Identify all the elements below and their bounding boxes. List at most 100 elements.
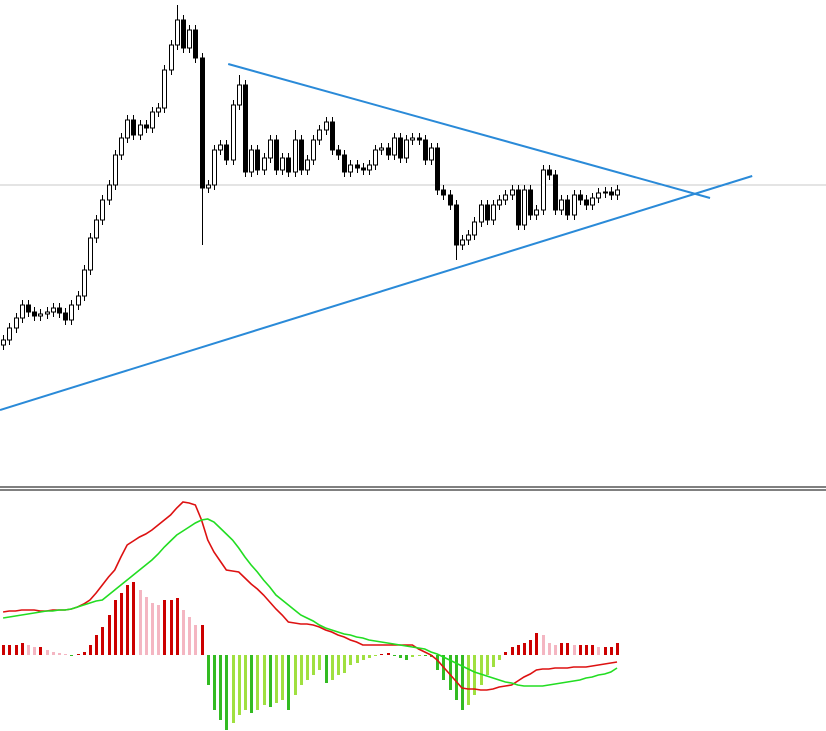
- histogram-bar: [356, 655, 359, 663]
- candle-body: [88, 237, 93, 271]
- candle-body: [379, 147, 384, 151]
- histogram-bar: [275, 655, 278, 703]
- histogram-bar: [331, 655, 334, 680]
- candle-body: [609, 191, 614, 196]
- candle-body: [100, 199, 105, 221]
- candle-body: [534, 209, 539, 216]
- candle-body: [348, 164, 353, 173]
- candle-body: [330, 121, 335, 151]
- candle-body: [224, 144, 229, 161]
- candle-body: [603, 191, 608, 194]
- candle-body: [144, 124, 149, 129]
- candle-body: [156, 107, 161, 113]
- histogram-bar: [573, 645, 576, 655]
- candle-body: [596, 192, 601, 199]
- candle-body: [150, 111, 155, 129]
- histogram-bar: [33, 647, 36, 655]
- candle-body: [26, 304, 31, 313]
- histogram-bar: [256, 655, 259, 710]
- histogram-bar: [287, 655, 290, 710]
- histogram-bar: [52, 652, 55, 655]
- candle-body: [119, 137, 124, 156]
- histogram-bar: [411, 655, 414, 657]
- histogram-bar: [405, 655, 408, 660]
- histogram-bar: [250, 655, 253, 713]
- candle-body: [69, 304, 74, 321]
- candle-body: [398, 137, 403, 159]
- candle-body: [107, 184, 112, 201]
- candle-body: [200, 57, 205, 189]
- histogram-bar: [393, 655, 396, 656]
- histogram-bar: [207, 655, 210, 685]
- histogram-bar: [232, 655, 235, 723]
- histogram-bar: [132, 582, 135, 655]
- candle-body: [324, 121, 329, 131]
- candle-body: [317, 129, 322, 141]
- histogram-bar: [244, 655, 247, 710]
- candle-body: [472, 221, 477, 236]
- histogram-bar: [89, 645, 92, 655]
- histogram-bar: [449, 655, 452, 690]
- candle-body: [20, 304, 25, 319]
- candle-body: [503, 194, 508, 201]
- candle-body: [417, 137, 422, 141]
- candle-body: [429, 147, 434, 161]
- candle-body: [559, 199, 564, 211]
- candle-body: [14, 317, 19, 329]
- histogram-bar: [585, 645, 588, 655]
- histogram-bar: [95, 635, 98, 655]
- histogram-bar: [64, 654, 67, 655]
- histogram-bar: [46, 650, 49, 655]
- candle-body: [286, 157, 291, 173]
- candle-body: [274, 139, 279, 171]
- candle-body: [404, 139, 409, 159]
- candle-body: [94, 219, 99, 239]
- histogram-bar: [579, 645, 582, 655]
- candle-body: [510, 189, 515, 196]
- histogram-bar: [188, 617, 191, 655]
- candle-body: [231, 104, 236, 161]
- histogram-bar: [486, 655, 489, 675]
- histogram-bar: [424, 655, 427, 656]
- trendline: [227, 63, 711, 199]
- histogram-bar: [269, 655, 272, 707]
- candle-body: [590, 197, 595, 206]
- histogram-bar: [300, 655, 303, 685]
- histogram-bar: [8, 645, 11, 655]
- candle-body: [1, 339, 6, 346]
- candle-body: [342, 154, 347, 173]
- trendline: [0, 175, 753, 411]
- histogram-bar: [597, 647, 600, 655]
- histogram-bar: [337, 655, 340, 675]
- candle-body: [553, 174, 558, 211]
- histogram-bar: [15, 645, 18, 655]
- histogram-bar: [387, 653, 390, 655]
- histogram-bar: [436, 655, 439, 670]
- candle-body: [361, 167, 366, 171]
- histogram-bar: [70, 655, 73, 656]
- candle-body: [479, 204, 484, 223]
- histogram-bar: [529, 640, 532, 655]
- candle-body: [38, 313, 43, 317]
- candle-body: [243, 84, 248, 173]
- candle-body: [237, 84, 242, 106]
- candle-body: [572, 194, 577, 216]
- candle-body: [162, 69, 167, 109]
- histogram-bar: [560, 643, 563, 655]
- histogram-bar: [610, 647, 613, 655]
- candle-body: [76, 295, 81, 306]
- candle-body: [181, 19, 186, 49]
- candle-body: [63, 312, 68, 321]
- candle-body: [212, 149, 217, 186]
- histogram-bar: [492, 655, 495, 667]
- histogram-bar: [380, 654, 383, 655]
- histogram-bar: [39, 647, 42, 655]
- candle-body: [615, 189, 620, 196]
- histogram-bar: [126, 585, 129, 655]
- histogram-bar: [139, 590, 142, 655]
- histogram-bar: [566, 643, 569, 655]
- candle-body: [268, 139, 273, 159]
- histogram-bar: [362, 655, 365, 660]
- histogram-bar: [511, 647, 514, 655]
